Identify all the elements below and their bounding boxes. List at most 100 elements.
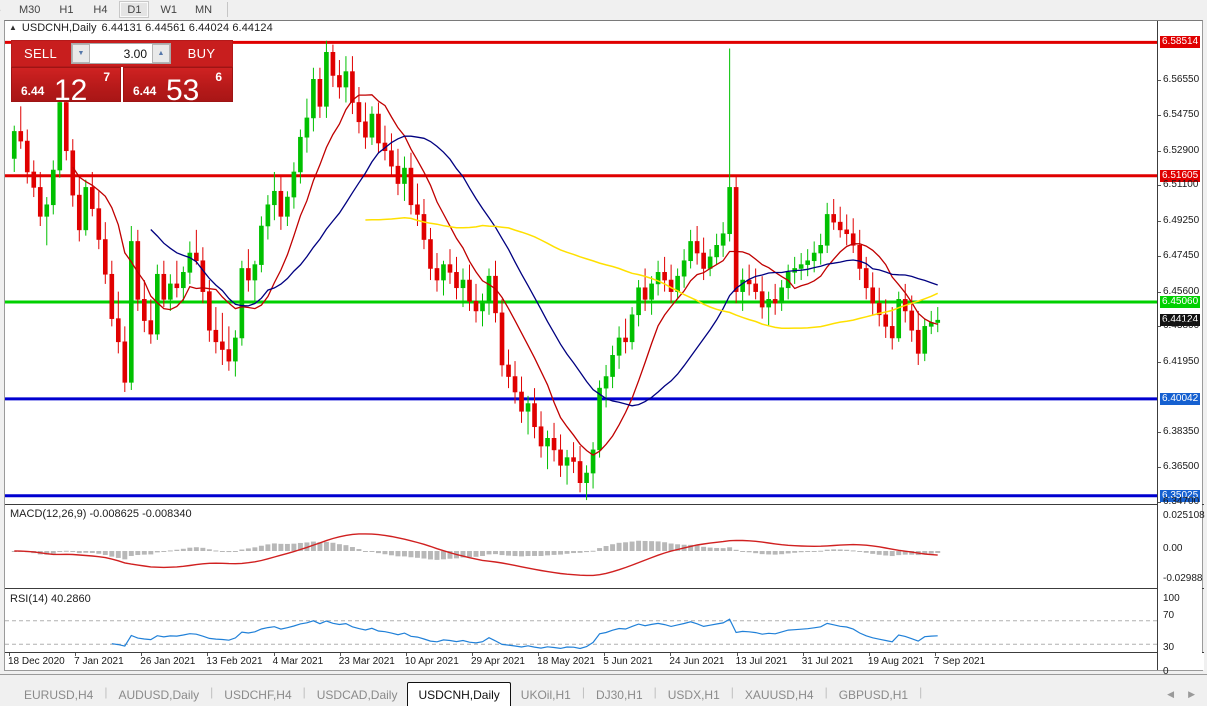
price-tick-label: 6.43800 <box>1163 320 1200 332</box>
candle-body <box>200 260 206 292</box>
chart-tab-usdcad-daily[interactable]: USDCAD,Daily <box>316 688 398 702</box>
macd-pane[interactable] <box>5 505 1159 588</box>
level-price-tag[interactable]: 6.45060 <box>1160 296 1201 309</box>
macd-histogram-bar <box>89 551 95 553</box>
candle-body <box>909 310 915 331</box>
macd-histogram-bar <box>538 551 544 556</box>
chart-tab-xauusd-h4[interactable]: XAUUSD,H4 <box>744 688 814 702</box>
macd-histogram-bar <box>785 551 791 554</box>
macd-histogram-bar <box>349 547 355 551</box>
level-price-tag[interactable]: 6.35025 <box>1160 489 1201 502</box>
buy-price-box[interactable]: 6.44 53 6 <box>123 67 233 102</box>
collapse-icon[interactable]: ▲ <box>9 22 17 32</box>
macd-histogram-bar <box>271 543 277 551</box>
buy-price-fraction: 6 <box>215 70 222 84</box>
buy-button[interactable]: BUY <box>187 46 216 61</box>
chart-tab-ukoil-h1[interactable]: UKOil,H1 <box>520 688 571 702</box>
scroll-right-icon[interactable]: ▶ <box>1188 689 1195 699</box>
macd-histogram-bar <box>428 551 433 560</box>
candle-body <box>343 71 349 88</box>
candle-body <box>922 326 928 354</box>
timeframe-d1[interactable]: D1 <box>119 1 150 18</box>
pane-divider-2 <box>5 588 1204 589</box>
candle-body <box>714 245 719 258</box>
candle-body <box>753 283 758 292</box>
candle-body <box>571 457 576 462</box>
candle-body <box>317 79 323 107</box>
chart-tab-eurusd-h4[interactable]: EURUSD,H4 <box>24 688 94 702</box>
candle-body <box>83 187 89 231</box>
timeframe-h1[interactable]: H1 <box>59 3 74 16</box>
macd-histogram-bar <box>629 541 635 551</box>
time-tick <box>405 653 407 656</box>
time-axis-label: 4 Mar 2021 <box>272 656 324 667</box>
candle-body <box>311 79 316 119</box>
price-tick-label: 6.38350 <box>1163 425 1200 437</box>
chart-tab-usdcnh-daily[interactable]: USDCNH,Daily <box>407 682 511 706</box>
level-price-tag[interactable]: 6.51605 <box>1160 169 1201 182</box>
macd-histogram-bar <box>460 551 466 558</box>
candle-body <box>18 131 24 142</box>
sell-price-box[interactable]: 6.44 12 7 <box>11 67 121 102</box>
macd-histogram-bar <box>707 547 713 551</box>
sell-button[interactable]: SELL <box>23 46 57 61</box>
macd-histogram-bar <box>369 551 375 552</box>
timeframe-5[interactable]: 5 <box>0 1 8 18</box>
candle-body <box>408 167 414 206</box>
macd-histogram-bar <box>388 551 394 556</box>
macd-histogram-bar <box>870 551 876 554</box>
macd-histogram-bar <box>193 547 199 551</box>
chart-tab-usdchf-h4[interactable]: USDCHF,H4 <box>224 688 292 702</box>
time-axis-label: 31 Jul 2021 <box>801 656 854 667</box>
macd-histogram-bar <box>278 543 284 551</box>
timeframe-mn[interactable]: MN <box>194 3 213 16</box>
volume-input[interactable]: 3.00 <box>123 46 147 61</box>
level-price-tag[interactable]: 6.58514 <box>1160 36 1201 49</box>
candle-body <box>519 391 524 412</box>
ma-mid-line <box>150 135 938 407</box>
volume-stepper[interactable]: ▼ 3.00 ▲ <box>71 43 171 64</box>
macd-histogram-bar <box>343 545 349 551</box>
candle-body <box>252 264 258 281</box>
volume-increment-icon[interactable]: ▲ <box>152 44 170 63</box>
candle-body <box>766 299 771 308</box>
macd-histogram-bar <box>746 551 752 553</box>
time-tick <box>604 653 606 656</box>
candle-body <box>174 283 180 289</box>
candle-body <box>350 71 355 103</box>
chart-tab-usdx-h1[interactable]: USDX,H1 <box>667 688 720 702</box>
chart-tab-audusd-daily[interactable]: AUDUSD,Daily <box>118 688 200 702</box>
macd-histogram-bar <box>499 551 505 556</box>
current-price-tag[interactable]: 6.44124 <box>1160 314 1201 327</box>
price-tick-label: 6.36500 <box>1163 461 1200 473</box>
macd-histogram-bar <box>610 544 616 551</box>
timeframe-m30[interactable]: M30 <box>19 3 41 16</box>
candle-body <box>668 279 674 292</box>
tab-separator: | <box>824 685 828 699</box>
time-axis-label: 24 Jun 2021 <box>669 656 725 667</box>
price-scale[interactable]: 6.58514 6.56550 6.54750 6.52900 6.51605 6.511… <box>1157 21 1205 677</box>
timeframe-w1[interactable]: W1 <box>160 3 177 16</box>
time-axis-label: 26 Jan 2021 <box>140 656 196 667</box>
candle-body <box>259 225 264 265</box>
tab-separator: | <box>730 685 734 699</box>
chart-tab-dj30-h1[interactable]: DJ30,H1 <box>595 688 643 702</box>
scroll-left-icon[interactable]: ◀ <box>1167 689 1175 699</box>
macd-histogram-bar <box>733 549 739 551</box>
level-price-tag[interactable]: 6.40042 <box>1160 392 1201 405</box>
candle-body <box>870 287 876 304</box>
candle-body <box>89 187 95 209</box>
macd-histogram-bar <box>317 542 323 551</box>
candle-body <box>662 272 667 281</box>
volume-decrement-icon[interactable]: ▼ <box>72 44 90 63</box>
chart-tab-gbpusd-h1[interactable]: GBPUSD,H1 <box>838 688 909 702</box>
candle-body <box>239 268 245 339</box>
candle-body <box>486 275 492 304</box>
candle-body <box>655 272 661 285</box>
candle-body <box>831 214 837 223</box>
timeframe-h4[interactable]: H4 <box>93 3 108 16</box>
price-tick-label: 6.54750 <box>1163 109 1200 121</box>
time-tick <box>802 653 804 656</box>
macd-histogram-bar <box>935 551 941 553</box>
candle-body <box>265 204 271 227</box>
